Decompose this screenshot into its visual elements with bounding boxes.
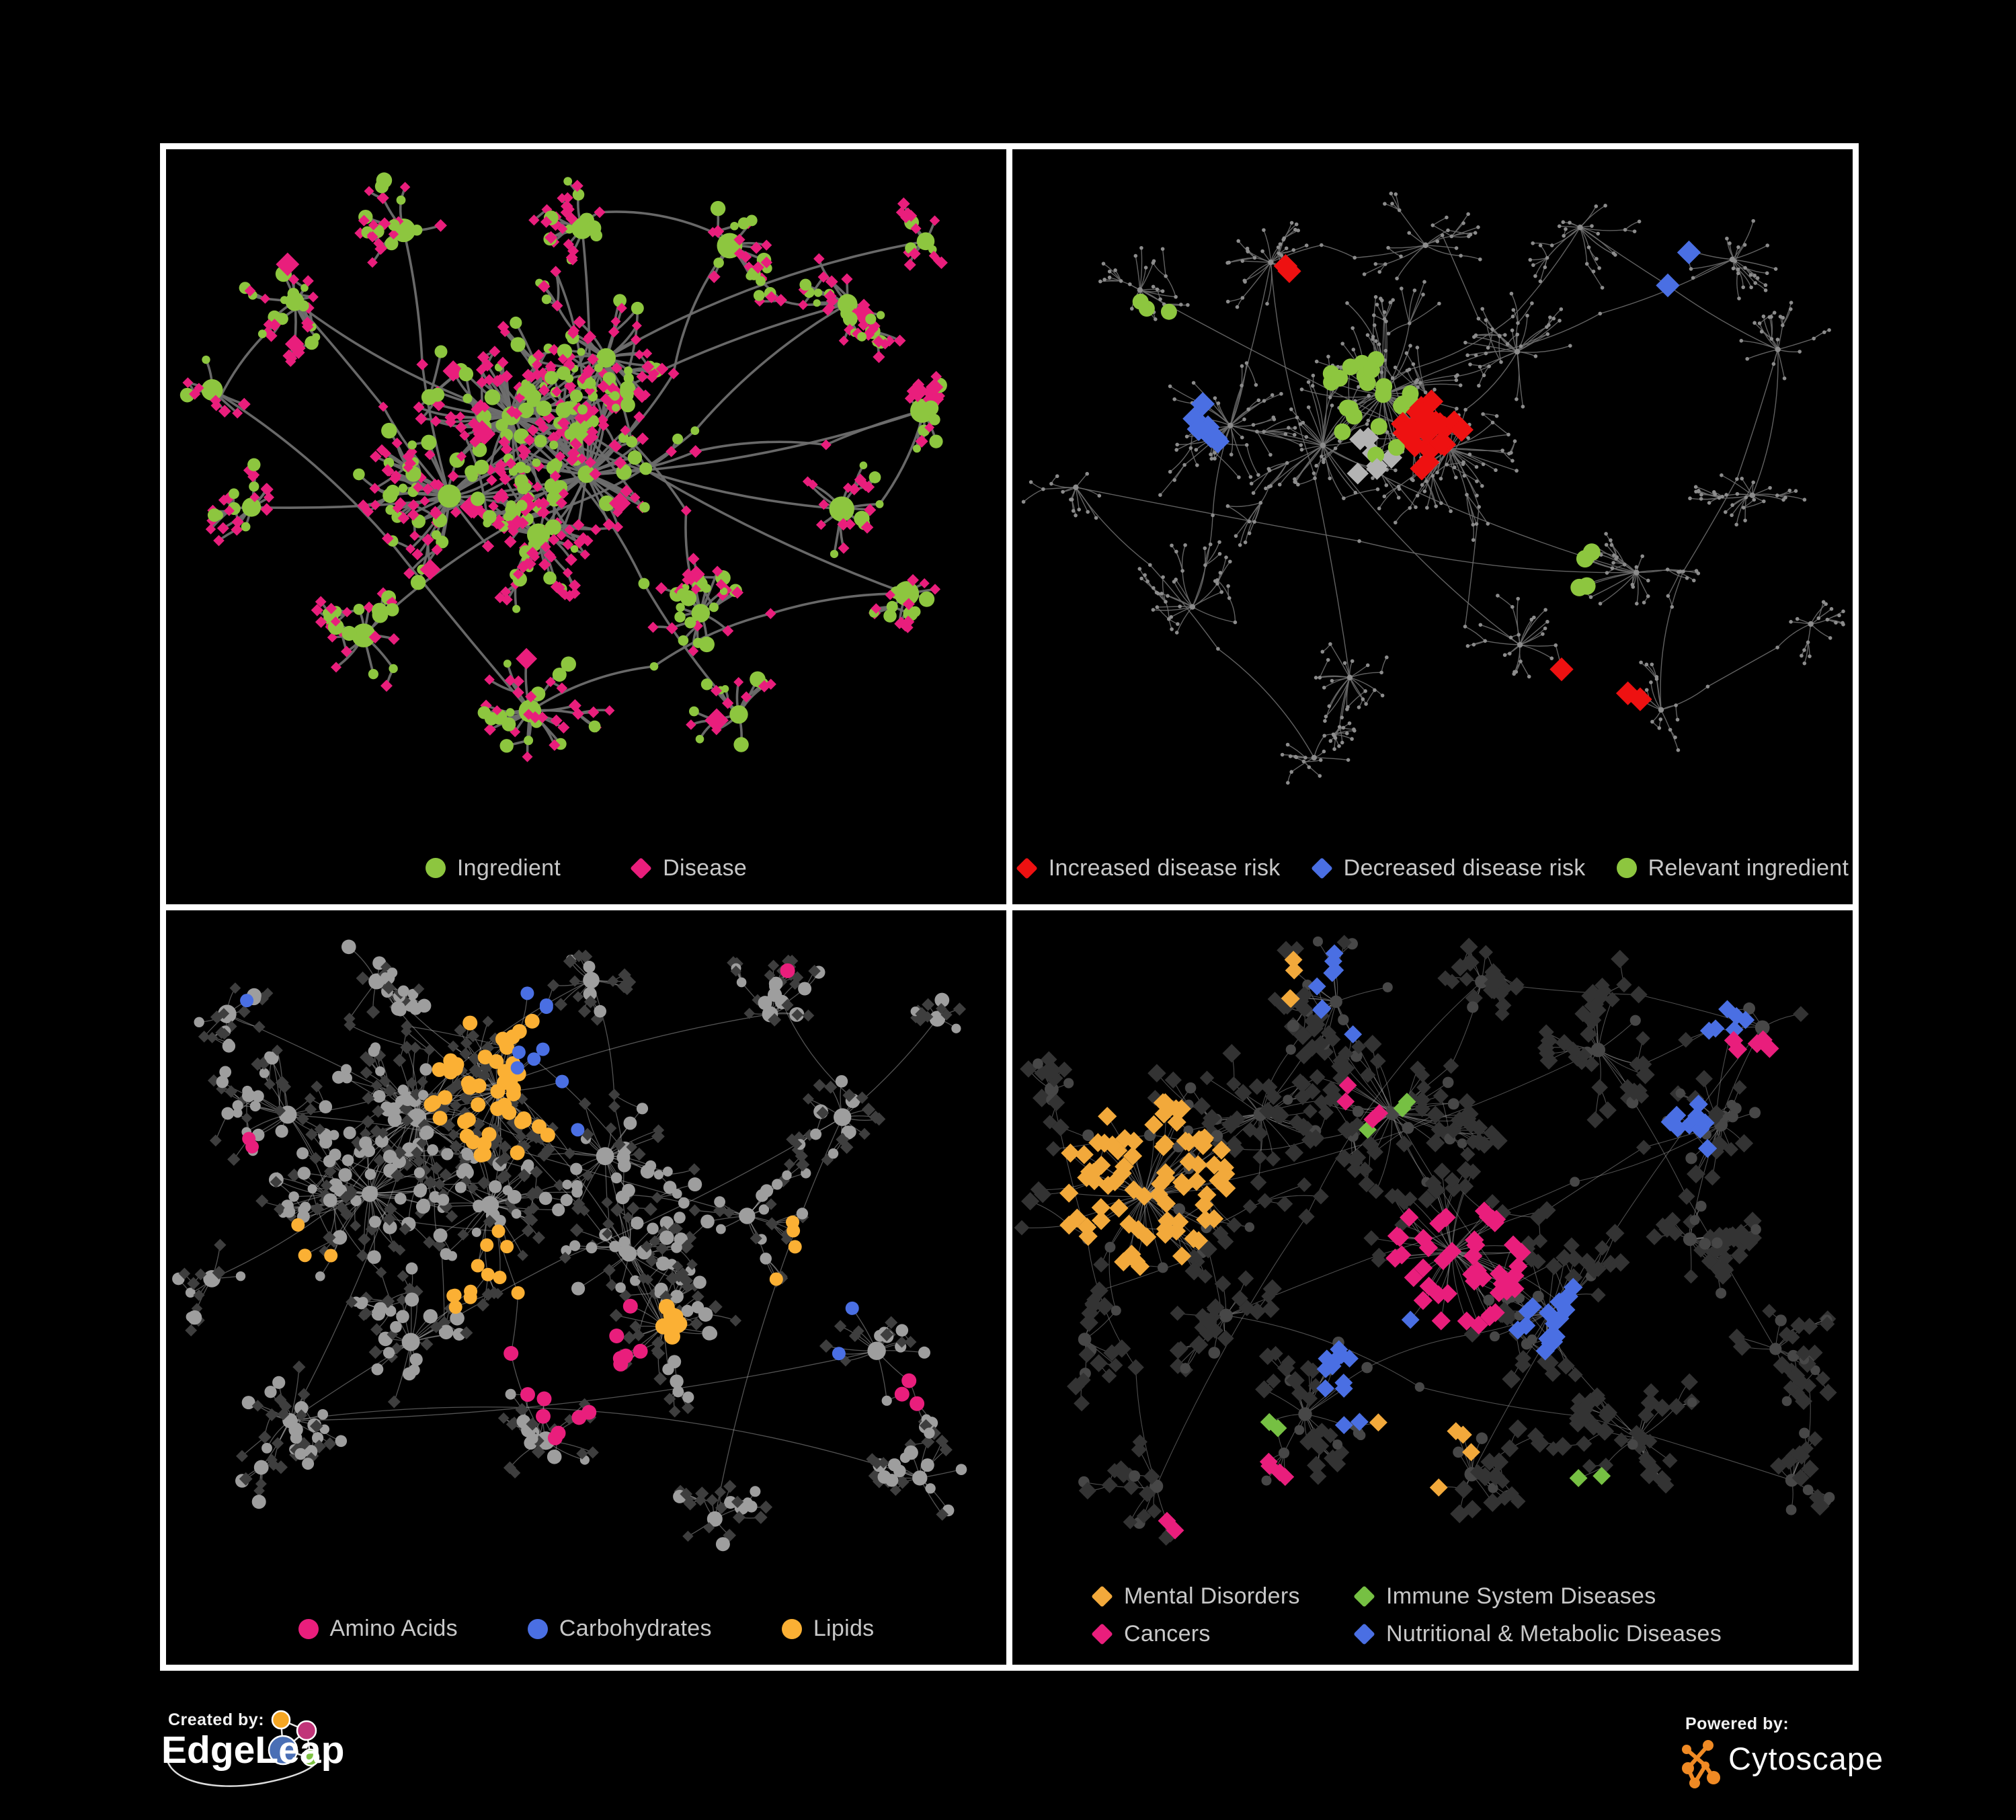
legend-label-nutritional-metabolic-diseases: Nutritional & Metabolic Diseases: [1386, 1621, 1722, 1647]
legend-label-disease: Disease: [663, 855, 748, 881]
panel-disease-categories: Mental Disorders Immune System Diseases …: [1012, 910, 1853, 1665]
amino-acids-circle-icon: [298, 1618, 319, 1639]
network-canvas-ingredient-disease: [179, 172, 948, 762]
legend-label-carbohydrates: Carbohydrates: [559, 1616, 712, 1641]
network-canvas-disease-categories: [1014, 934, 1837, 1546]
mental-disorders-diamond-icon: [1091, 1585, 1113, 1608]
lipids-circle-icon: [781, 1618, 802, 1639]
cytoscape-logo-wordmark: Cytoscape: [1728, 1741, 1884, 1776]
cancers-diamond-icon: [1091, 1623, 1113, 1645]
legend-item-mental-disorders: Mental Disorders: [1091, 1583, 1354, 1610]
disease-diamond-icon: [630, 857, 652, 879]
carbohydrates-circle-icon: [527, 1618, 548, 1639]
network-canvas-disease-risk: [1021, 192, 1845, 785]
legend-label-relevant-ingredient: Relevant ingredient: [1648, 855, 1849, 881]
panel-ingredient-disease: Ingredient Disease: [166, 149, 1006, 904]
legend-disease-risk: Increased disease risk Decreased disease…: [1012, 855, 1853, 881]
edgeleap-branding: Created by: EdgeLeap: [161, 1708, 345, 1809]
legend-label-decreased-risk: Decreased disease risk: [1343, 855, 1586, 881]
cytoscape-branding: Powered by: Cytoscape: [1677, 1714, 1899, 1802]
legend-ingredient-disease: Ingredient Disease: [166, 855, 1006, 881]
ingredient-circle-icon: [425, 858, 446, 878]
legend-item-immune-system-diseases: Immune System Diseases: [1353, 1583, 1722, 1610]
legend-item-nutritional-metabolic-diseases: Nutritional & Metabolic Diseases: [1353, 1621, 1722, 1647]
decreased-risk-diamond-icon: [1310, 857, 1333, 879]
legend-item-amino-acids: Amino Acids: [298, 1616, 458, 1642]
legend-label-immune-system-diseases: Immune System Diseases: [1386, 1583, 1656, 1609]
legend-label-mental-disorders: Mental Disorders: [1124, 1583, 1300, 1609]
cytoscape-logo-icon: [1682, 1740, 1720, 1788]
immune-system-diseases-diamond-icon: [1353, 1585, 1375, 1608]
legend-item-increased-risk: Increased disease risk: [1015, 855, 1281, 881]
legend-item-carbohydrates: Carbohydrates: [527, 1616, 712, 1642]
edgeleap-logo-icon: [165, 1710, 320, 1787]
legend-label-increased-risk: Increased disease risk: [1048, 855, 1281, 881]
relevant-ingredient-circle-icon: [1616, 858, 1637, 878]
edgeleap-logo-wordmark: EdgeLeap: [161, 1729, 345, 1772]
panel-ingredient-categories: Amino Acids Carbohydrates Lipids: [166, 910, 1006, 1665]
panel-disease-risk: Increased disease risk Decreased disease…: [1012, 149, 1853, 904]
nutritional-metabolic-diseases-diamond-icon: [1353, 1623, 1375, 1645]
panel-grid: Ingredient Disease Increased disease ris…: [160, 143, 1859, 1671]
legend-label-ingredient: Ingredient: [456, 855, 561, 881]
legend-item-lipids: Lipids: [781, 1616, 875, 1642]
legend-item-decreased-risk: Decreased disease risk: [1310, 855, 1586, 881]
created-by-label: Created by:: [168, 1710, 265, 1729]
increased-risk-diamond-icon: [1015, 857, 1038, 879]
legend-ingredient-categories: Amino Acids Carbohydrates Lipids: [166, 1616, 1006, 1642]
legend-item-cancers: Cancers: [1091, 1621, 1354, 1647]
legend-label-lipids: Lipids: [813, 1616, 875, 1641]
network-canvas-ingredient-categories: [172, 939, 967, 1551]
legend-label-cancers: Cancers: [1124, 1621, 1211, 1647]
legend-item-ingredient: Ingredient: [425, 855, 561, 881]
legend-disease-categories: Mental Disorders Immune System Diseases …: [1091, 1583, 1722, 1647]
legend-item-relevant-ingredient: Relevant ingredient: [1616, 855, 1849, 881]
legend-label-amino-acids: Amino Acids: [329, 1616, 458, 1641]
legend-item-disease: Disease: [630, 855, 748, 881]
powered-by-label: Powered by:: [1685, 1714, 1789, 1733]
